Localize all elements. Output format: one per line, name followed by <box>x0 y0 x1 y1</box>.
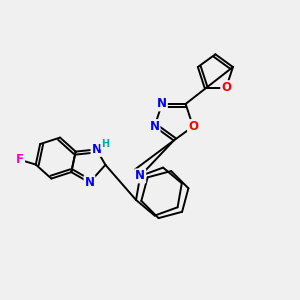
Text: N: N <box>92 143 101 156</box>
Text: N: N <box>84 176 94 189</box>
Text: H: H <box>101 139 109 149</box>
Text: N: N <box>150 120 160 133</box>
Text: F: F <box>16 153 24 167</box>
Text: N: N <box>157 98 167 110</box>
Text: O: O <box>188 120 198 133</box>
Text: O: O <box>221 81 231 94</box>
Text: N: N <box>135 169 145 182</box>
